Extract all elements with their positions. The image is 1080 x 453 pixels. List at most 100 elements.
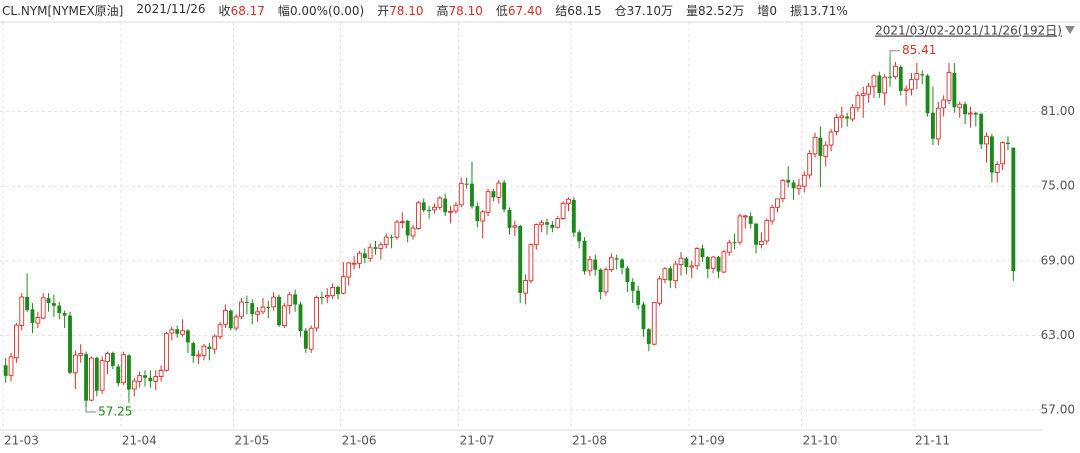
header-item-label: 结 — [555, 4, 568, 18]
candle-body — [94, 357, 99, 391]
y-tick-label: 69.00 — [1041, 253, 1075, 267]
candle-body — [866, 85, 871, 95]
candle-body — [952, 73, 957, 108]
candle-body — [845, 116, 850, 119]
candle-body — [678, 257, 684, 266]
candle-body — [748, 216, 753, 224]
candle-body — [651, 302, 657, 345]
candle-body — [737, 215, 743, 243]
candle-body — [684, 258, 689, 268]
candle-body — [512, 225, 518, 228]
header-item-value: 82.52万 — [698, 4, 745, 18]
header: CL.NYM[NYMEX原油] 2021/11/26 收68.17 幅0.00%(… — [2, 2, 848, 19]
header-item-value: 78.10 — [448, 4, 483, 18]
candle-body — [57, 305, 62, 314]
candle-body — [668, 268, 673, 281]
candle-body — [432, 206, 437, 211]
x-tick-label: 21-07 — [460, 434, 495, 448]
candle-body — [277, 296, 281, 326]
candle-body — [780, 180, 786, 200]
candle-body — [405, 221, 410, 236]
candle-body — [319, 296, 324, 298]
candle-body — [550, 224, 555, 228]
candle-body — [759, 240, 764, 246]
max-leader — [889, 50, 901, 57]
candle-body — [239, 301, 244, 318]
candle-body — [99, 360, 105, 391]
candle-body — [726, 242, 732, 253]
candle-body — [367, 247, 373, 259]
candle-body — [78, 353, 84, 356]
range-label[interactable]: 2021/03/02-2021/11/26(192日) — [875, 24, 1062, 38]
min-label: 57.25 — [98, 404, 132, 418]
header-item-label: 开 — [377, 4, 390, 18]
candle-body — [807, 153, 813, 176]
candle-body — [212, 335, 218, 350]
candle-body — [357, 252, 362, 264]
header-item-label: 幅 — [277, 4, 290, 18]
x-tick-label: 21-09 — [690, 434, 725, 448]
candle-body — [68, 315, 72, 373]
header-item-value: 13.71% — [802, 4, 848, 18]
x-tick-label: 21-04 — [122, 434, 157, 448]
candle-body — [968, 112, 973, 115]
candle-body — [84, 354, 89, 401]
candle-body — [116, 366, 121, 384]
candle-body — [217, 324, 223, 338]
candle-body — [620, 259, 624, 268]
header-item-value: 0 — [769, 4, 778, 18]
header-item: 幅0.00%(0.00) — [278, 2, 364, 19]
candle-body — [1006, 142, 1010, 145]
candle-body — [207, 346, 212, 350]
candle-body — [893, 65, 898, 78]
header-item: 收68.17 — [219, 2, 265, 19]
candle-body — [394, 221, 400, 238]
candle-body — [137, 375, 143, 382]
header-item: 低67.40 — [496, 2, 542, 19]
candle-body — [796, 185, 802, 190]
candle-body — [185, 330, 190, 343]
x-tick-label: 21-05 — [234, 434, 269, 448]
range-dropdown-icon[interactable] — [1065, 26, 1075, 34]
candle-body — [266, 306, 271, 308]
candle-body — [941, 99, 947, 109]
candle-body — [383, 236, 389, 246]
candle-body — [507, 209, 512, 228]
candle-body — [324, 295, 330, 298]
candle-body — [930, 112, 935, 139]
candle-body — [298, 304, 303, 331]
candle-body — [920, 74, 925, 76]
candle-body — [850, 107, 855, 120]
candle-body — [577, 232, 582, 242]
candle-body — [250, 303, 255, 315]
candle-body — [801, 174, 807, 187]
x-tick-label: 21-11 — [915, 434, 950, 448]
candle-body — [614, 258, 619, 260]
candle-body — [630, 281, 635, 291]
candle-body — [518, 226, 523, 293]
candle-body — [528, 244, 534, 282]
header-item-label: 收 — [218, 4, 231, 18]
candle-body — [143, 375, 147, 378]
candle-body — [346, 262, 352, 278]
candle-body — [330, 287, 336, 297]
candle-body — [89, 357, 94, 401]
candle-body — [308, 327, 314, 350]
candle-body — [963, 104, 968, 115]
candle-body — [191, 342, 196, 356]
candle-body — [448, 210, 453, 213]
candle-body — [437, 197, 443, 208]
header-item-value: 67.40 — [507, 4, 543, 18]
candle-body — [378, 244, 384, 249]
candle-body — [555, 218, 561, 228]
candle-body — [903, 88, 909, 91]
candle-body — [180, 330, 185, 335]
candle-body — [410, 227, 416, 237]
candle-body — [860, 93, 866, 96]
candle-body — [828, 131, 834, 146]
candle-body — [823, 144, 829, 157]
header-item: 量82.52万 — [686, 2, 744, 19]
candle-body — [8, 356, 14, 376]
candle-body — [260, 306, 266, 313]
candle-body — [51, 303, 56, 306]
